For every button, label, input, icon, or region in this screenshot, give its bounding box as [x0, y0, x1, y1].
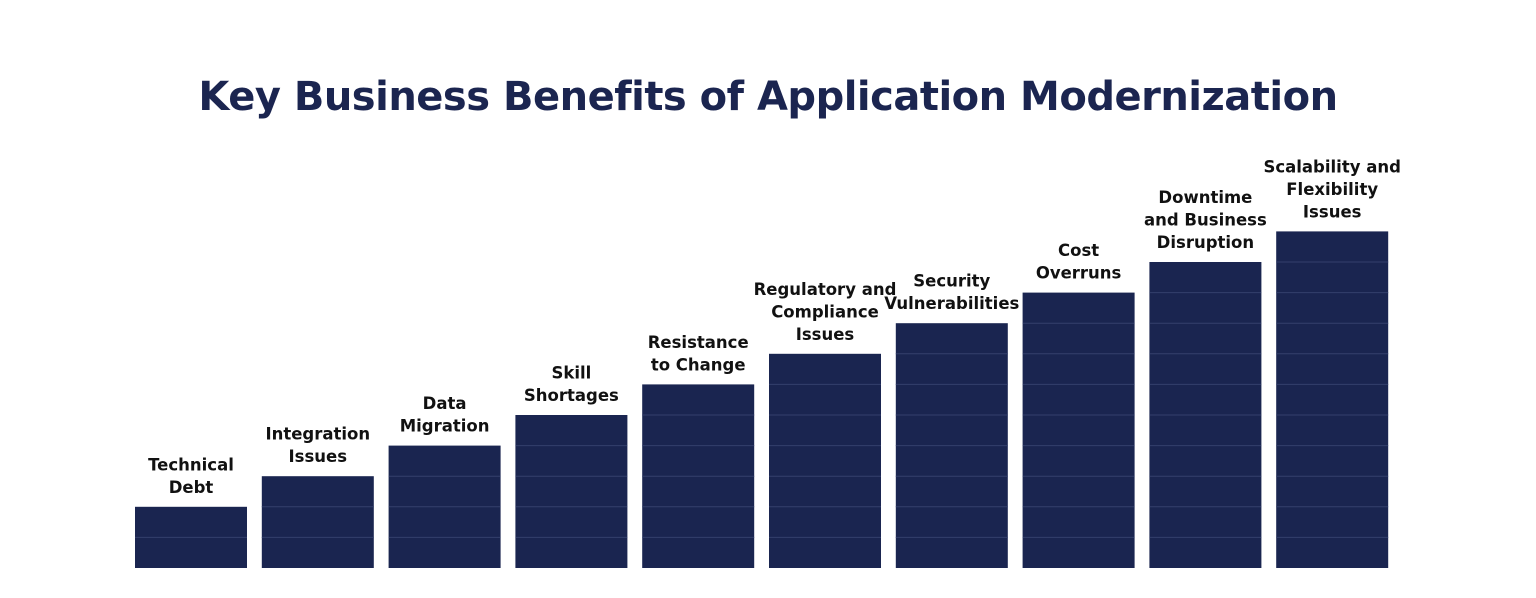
category-label: Security Vulnerabilities [884, 272, 1019, 314]
category-label: Scalability and Flexibility Issues [1263, 157, 1400, 221]
category-label: Regulatory and Compliance Issues [754, 280, 897, 344]
bar [1022, 292, 1135, 568]
bar [769, 353, 881, 568]
category-label: Data Migration [400, 394, 490, 436]
category-label: Technical Debt [148, 455, 234, 497]
category-label: Integration Issues [265, 425, 370, 467]
category-label: Resistance to Change [648, 333, 749, 375]
category-label: Cost Overruns [1036, 241, 1122, 283]
category-label: Skill Shortages [524, 364, 619, 406]
bar [515, 415, 628, 568]
category-label: Downtime and Business Disruption [1144, 188, 1267, 252]
bar [261, 476, 374, 568]
chart-title: Key Business Benefits of Application Mod… [198, 74, 1338, 120]
bar [1276, 231, 1389, 568]
